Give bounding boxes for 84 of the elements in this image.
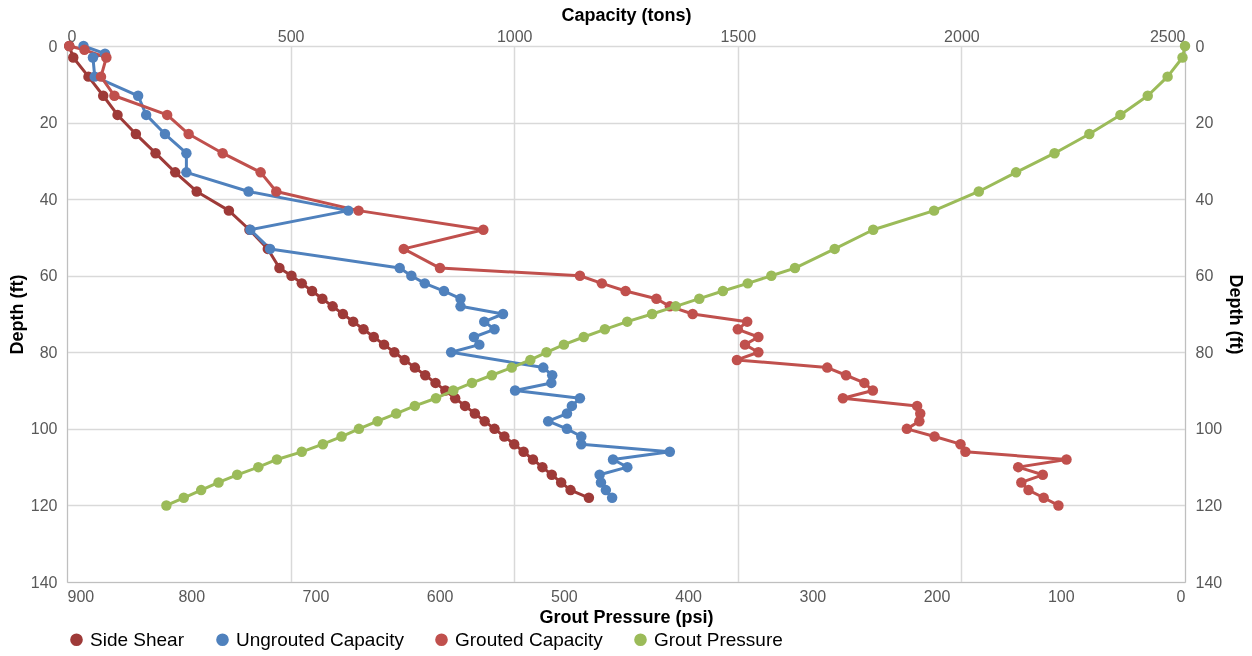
y-tick-label: 80 (39, 343, 58, 361)
point (717, 285, 729, 297)
y2-tick-label: 60 (1195, 267, 1214, 285)
point (928, 205, 940, 216)
point (578, 331, 590, 343)
x2-tick-label: 1500 (720, 27, 757, 45)
point (973, 186, 985, 197)
point (213, 477, 224, 488)
point (1179, 40, 1191, 52)
point (372, 415, 383, 427)
legend-label: Grout Pressure (654, 628, 783, 650)
legend-label: Grouted Capacity (455, 628, 604, 650)
y-tick-label: 120 (30, 496, 58, 514)
point (622, 316, 633, 327)
point (829, 243, 840, 255)
y-tick-label: 20 (39, 114, 58, 132)
x2-tick-label: 2000 (944, 27, 980, 45)
y-tick-label: 140 (30, 573, 58, 591)
x-tick-label: 300 (799, 587, 827, 605)
point (541, 347, 552, 358)
point (336, 431, 347, 442)
x-tick-label: 800 (178, 587, 206, 605)
y2-tick-label: 20 (1195, 114, 1214, 132)
point (271, 454, 283, 465)
point (409, 400, 421, 412)
point (789, 262, 801, 274)
legend-label: Ungrouted Capacity (236, 628, 405, 650)
point (1162, 71, 1173, 82)
point (599, 324, 611, 335)
point (766, 270, 777, 281)
x-tick-label: 500 (551, 587, 578, 605)
point (1084, 128, 1095, 140)
point (178, 492, 190, 504)
y2-tick-label: 80 (1195, 343, 1214, 361)
x-tick-label: 600 (426, 587, 454, 605)
y2-tick-label: 40 (1195, 190, 1214, 208)
point (670, 301, 681, 312)
point (390, 408, 402, 419)
point (353, 423, 365, 435)
point (430, 392, 442, 404)
legend-label: Side Shear (90, 628, 185, 650)
point (1115, 109, 1126, 121)
y2-tick-label: 100 (1195, 420, 1223, 438)
point (448, 385, 459, 396)
point (506, 362, 517, 373)
point (317, 438, 329, 450)
x2-tick-label: 0 (67, 27, 77, 45)
x2-tick-label: 500 (277, 27, 305, 45)
x-axis-title: Grout Pressure (psi) (539, 606, 714, 627)
point (486, 370, 498, 381)
point (1010, 167, 1022, 178)
x-tick-label: 100 (1047, 587, 1075, 605)
point (466, 377, 478, 389)
y2-axis-title: Depth (ft) (1226, 274, 1247, 355)
point (1049, 147, 1060, 159)
y-tick-label: 100 (30, 420, 58, 438)
y-tick-label: 0 (48, 37, 58, 55)
point (1177, 52, 1188, 63)
x-tick-label: 700 (302, 587, 330, 605)
point (525, 354, 536, 366)
point (231, 469, 243, 481)
y-axis-title: Depth (ft) (6, 274, 27, 355)
y-tick-label: 60 (39, 267, 58, 285)
point (296, 446, 308, 458)
point (161, 500, 172, 511)
x-tick-label: 200 (923, 587, 951, 605)
y-tick-label: 40 (39, 190, 58, 208)
point (694, 293, 705, 304)
y2-tick-label: 0 (1195, 37, 1205, 55)
point (646, 308, 658, 320)
point (742, 278, 753, 289)
x-tick-label: 0 (1176, 587, 1186, 605)
point (1142, 90, 1153, 102)
y2-tick-label: 120 (1195, 496, 1223, 514)
x-tick-label: 400 (675, 587, 703, 605)
point (558, 339, 570, 350)
x2-tick-label: 1000 (496, 27, 533, 45)
x-tick-label: 900 (67, 587, 95, 605)
point (253, 461, 264, 473)
x2-tick-label: 2500 (1149, 27, 1186, 45)
x2-axis-title: Capacity (tons) (561, 4, 692, 25)
y2-tick-label: 140 (1195, 573, 1223, 591)
point (867, 224, 879, 236)
point (195, 484, 207, 496)
